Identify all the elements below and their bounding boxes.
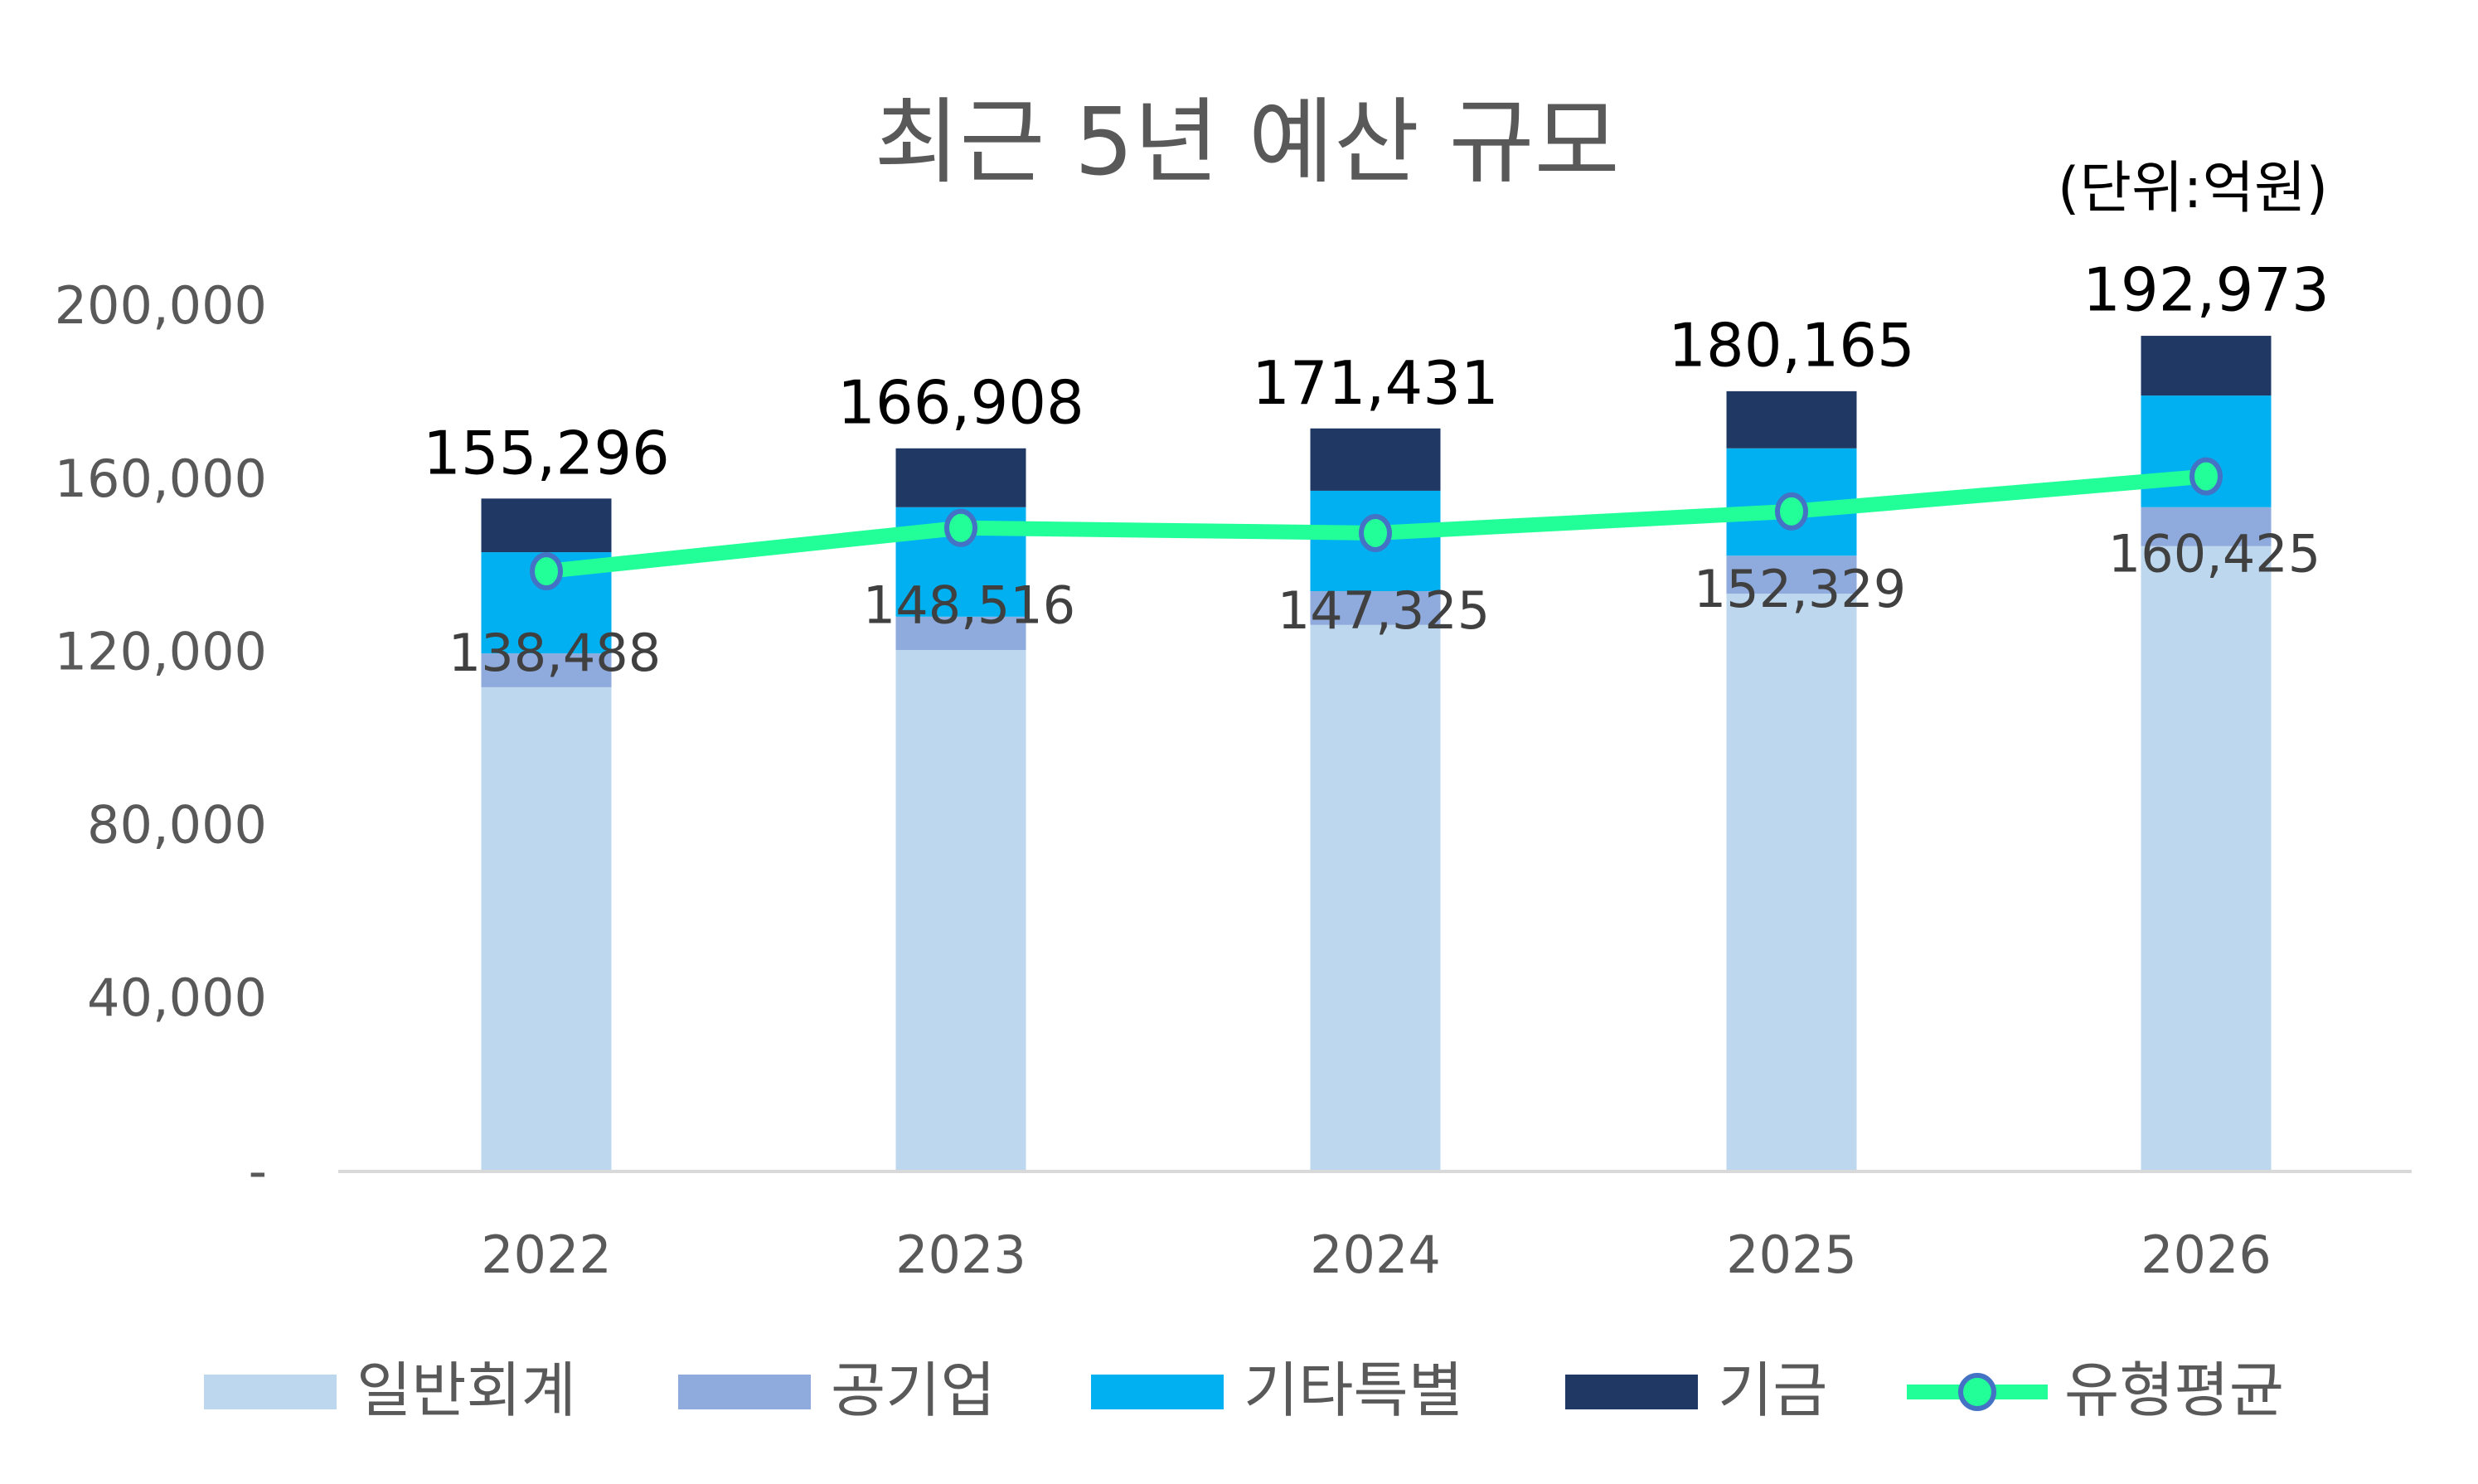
y-tick-label: 160,000 [55, 449, 267, 509]
y-tick-label: 40,000 [87, 968, 267, 1028]
legend-label: 기금 [1718, 1355, 1827, 1425]
x-axis: 2022 2023 2024 2025 2026 [481, 1225, 2272, 1285]
total-label: 192,973 [2083, 255, 2330, 325]
x-tick-label: 2026 [2141, 1225, 2272, 1285]
y-axis: - 40,000 80,000 120,000 160,000 200,000 [55, 275, 267, 1201]
average-label: 148,516 [863, 575, 1075, 636]
average-point [944, 508, 977, 547]
y-tick-label: - [249, 1141, 267, 1201]
bar-segment-일반회계 [895, 650, 1026, 1171]
total-label: 166,908 [837, 368, 1084, 438]
bar-segment-기금 [895, 448, 1026, 507]
unit-note: (단위:억원) [2058, 156, 2328, 221]
legend-swatch-기타특별 [1091, 1375, 1224, 1409]
data-labels: 155,296 166,908 171,431 180,165 192,973 138,4… [423, 255, 2330, 683]
bar-segment-공기업 [1310, 591, 1441, 625]
bars [481, 336, 2272, 1171]
average-point [1359, 513, 1392, 552]
bar-segment-공기업 [481, 653, 612, 687]
average-label: 138,488 [449, 623, 661, 683]
bar-segment-기금 [2141, 336, 2272, 396]
bar-segment-공기업 [895, 616, 1026, 651]
legend-label: 유형평균 [2064, 1355, 2284, 1425]
bar-segment-공기업 [1726, 555, 1857, 594]
legend-swatch-공기업 [678, 1375, 811, 1409]
y-tick-label: 120,000 [55, 622, 267, 682]
legend-line-marker [1958, 1373, 1996, 1411]
total-label: 155,296 [423, 418, 670, 487]
total-label: 180,165 [1668, 311, 1915, 381]
legend-label: 일반회계 [356, 1355, 576, 1425]
x-tick-label: 2023 [895, 1225, 1026, 1285]
average-label: 152,329 [1694, 559, 1906, 619]
bar-segment-일반회계 [2141, 546, 2272, 1171]
bar-segment-기금 [481, 498, 612, 553]
bar-segment-기금 [1726, 390, 1857, 449]
legend: 일반회계 공기업 기타특별 기금 유형평균 [204, 1355, 2284, 1425]
bar-segment-일반회계 [481, 686, 612, 1171]
average-label: 147,325 [1278, 580, 1490, 641]
average-line [530, 457, 2223, 591]
legend-swatch-일반회계 [204, 1375, 337, 1409]
bar-segment-일반회계 [1726, 594, 1857, 1171]
legend-swatch-기금 [1565, 1375, 1698, 1409]
y-tick-label: 200,000 [55, 275, 267, 336]
y-tick-label: 80,000 [87, 794, 267, 855]
average-point [530, 552, 563, 591]
bar-segment-일반회계 [1310, 624, 1441, 1171]
average-label: 160,425 [2108, 524, 2320, 584]
x-tick-label: 2022 [481, 1225, 612, 1285]
x-tick-label: 2024 [1310, 1225, 1441, 1285]
chart-title: 최근 5년 예산 규모 [874, 89, 1619, 196]
bar-segment-기금 [1310, 428, 1441, 491]
legend-label: 기타특별 [1244, 1355, 1463, 1425]
average-point [2189, 457, 2223, 496]
bar-segment-공기업 [2141, 507, 2272, 546]
x-tick-label: 2025 [1726, 1225, 1857, 1285]
average-point [1775, 492, 1808, 531]
legend-label: 공기업 [831, 1355, 996, 1425]
total-label: 171,431 [1252, 348, 1499, 418]
